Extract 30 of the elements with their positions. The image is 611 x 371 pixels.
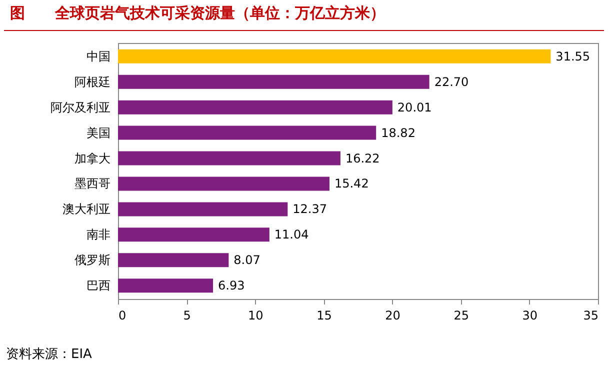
y-tick-label: 中国 — [86, 49, 110, 64]
data-label: 8.07 — [234, 253, 260, 268]
x-tick-label: 10 — [248, 308, 264, 322]
y-tick-label: 阿尔及利亚 — [50, 100, 110, 114]
y-tick-label: 阿根廷 — [74, 74, 110, 89]
x-tick-label: 0 — [118, 308, 126, 322]
data-label: 20.01 — [397, 100, 432, 114]
text: 资料来源：EIA — [6, 346, 92, 363]
y-tick-label: 加拿大 — [74, 151, 110, 166]
data-label: 12.37 — [292, 202, 328, 216]
x-tick-label: 30 — [522, 308, 538, 322]
x-tick-label: 25 — [454, 308, 469, 322]
y-tick-label: 巴西 — [86, 278, 110, 293]
data-label: 15.42 — [334, 176, 369, 191]
data-label: 16.22 — [345, 151, 380, 166]
chart-title: 图 全球页岩气技术可采资源量（单位：万亿立方米） — [10, 4, 385, 22]
y-tick-label: 南非 — [86, 228, 110, 242]
x-tick-label: 5 — [183, 308, 191, 322]
y-tick-label: 澳大利亚 — [62, 202, 110, 216]
data-label: 31.55 — [556, 49, 590, 64]
data-label: 18.82 — [381, 126, 416, 140]
data-label: 6.93 — [218, 278, 245, 293]
x-tick-label: 35 — [583, 308, 598, 322]
y-tick-label: 俄罗斯 — [74, 253, 110, 268]
data-label: 11.04 — [274, 228, 309, 242]
y-tick-label: 墨西哥 — [74, 176, 110, 191]
x-tick-label: 15 — [316, 308, 332, 322]
x-tick-label: 20 — [385, 308, 400, 322]
y-tick-label: 美国 — [86, 126, 110, 140]
data-label: 22.70 — [434, 74, 469, 89]
